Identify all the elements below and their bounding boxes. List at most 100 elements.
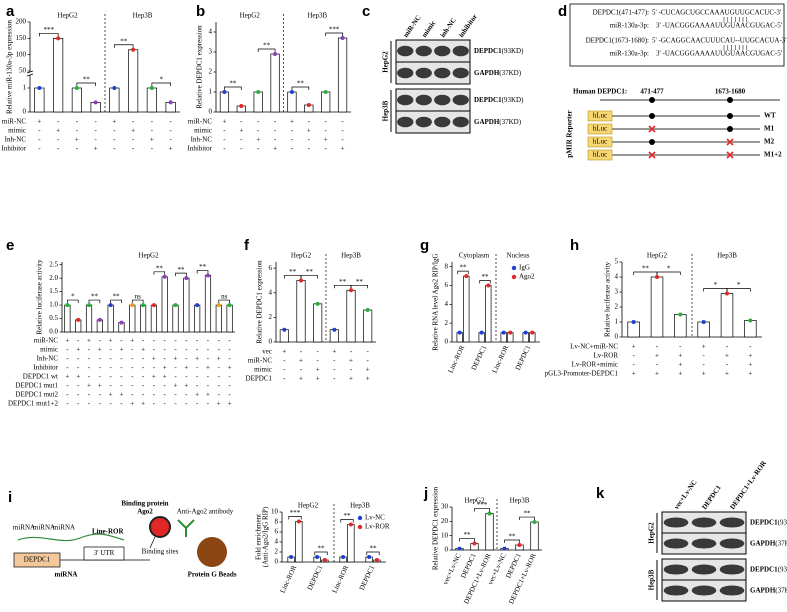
protein-name: DEPDC1 [474,96,502,104]
condition-mark: + [702,343,706,351]
condition-label: miR-NC [188,118,212,126]
legend-label: Ago2 [519,273,535,281]
legend-swatch [511,274,517,280]
significance-bracket [350,284,369,289]
ago2-label: Ago2 [137,508,153,516]
condition-mark: - [350,366,353,374]
condition-mark: - [164,337,167,345]
condition-mark: - [169,118,172,126]
significance-label: ** [91,293,99,301]
significance-bracket [300,275,319,279]
replicate-dot [87,303,92,308]
condition-mark: + [341,145,345,153]
condition-mark: - [151,145,154,153]
condition-mark: - [66,400,69,408]
condition-mark: - [113,145,116,153]
replicate-dot [74,86,79,90]
replicate-dot [273,52,278,56]
condition-mark: - [240,145,243,153]
condition-label: Lv-ROR+mimic [572,361,618,369]
protein-size: (93KD) [502,96,524,104]
protein-size: (93KD) [778,565,787,573]
condition-mark: - [88,400,91,408]
condition-mark: + [307,127,311,135]
y-tick-label: 10 [271,508,279,516]
protein-size: (93KD) [778,518,787,526]
bar [71,87,82,113]
replicate-dot [65,303,70,308]
replicate-dot [112,86,117,90]
beads-label: Protein G Beads [188,571,237,579]
condition-mark: - [228,355,231,363]
replicate-dot [340,36,345,40]
utr-label: 3' UTR [94,549,115,557]
replicate-dot [501,330,506,335]
condition-label: DEPDC1 wt [23,373,58,381]
cell-line-label: HepG2 [382,51,390,73]
bar [295,521,303,563]
bar [204,275,212,333]
significance-label: ** [289,268,297,276]
condition-mark: + [195,391,199,399]
replicate-dot [184,276,189,281]
gene-label: DEPDC1 [24,556,51,564]
condition-mark: - [88,391,91,399]
bar [64,304,71,333]
condition-mark: + [222,118,226,126]
group-label: Hep3B [307,12,327,20]
significance-bracket [726,288,751,292]
condition-mark: - [291,136,294,144]
replicate-dot [289,555,294,559]
bar [146,87,157,113]
significance-bracket [110,299,122,304]
significance-label: *** [477,501,488,509]
replicate-dot [457,546,462,551]
condition-mark: - [77,355,80,363]
condition-mark: - [109,364,112,372]
replicate-dot [168,100,173,105]
significance-bracket [224,86,242,90]
y-tick-label: 150 [16,34,27,42]
condition-mark: + [98,382,102,390]
y-tick-label: 1 [209,88,213,96]
panel-letter: g [420,237,429,254]
bar [674,314,687,338]
condition-mark: - [749,343,752,351]
condition-mark: - [300,366,303,374]
blot-band [397,94,414,106]
condition-mark: + [150,136,154,144]
significance-bracket [153,271,166,275]
replicate-dot [315,555,320,559]
blot-band [691,564,717,575]
condition-mark: - [196,337,199,345]
protein-size: (93KD) [502,47,524,55]
y-tick-label: 0.0 [49,328,58,336]
condition-mark: + [332,348,336,356]
significance-label: ** [199,263,207,271]
significance-label: ** [318,545,326,553]
condition-mark: - [274,136,277,144]
replicate-dot [655,275,659,279]
bar-chart: 0 2 4 6 8 Relative RNA level Ago2 RIP/IgG Cyto… [432,252,540,374]
condition-mark: - [120,337,123,345]
significance-label: ** [120,37,128,45]
antibody [177,519,195,537]
condition-mark: - [325,118,328,126]
condition-mark: - [38,136,41,144]
significance-label: * [737,281,741,289]
condition-mark: - [153,364,156,372]
condition-mark: - [38,145,41,153]
condition-mark: - [57,145,60,153]
condition-mark: + [349,375,353,383]
significance-bracket [474,508,490,512]
blot-band [434,45,451,57]
replicate-dot [56,36,61,41]
significance-bracket [459,538,475,542]
significance-label: ** [263,42,271,50]
bar [744,320,757,338]
site-dot [727,113,733,119]
axis-break [27,72,33,75]
replicate-dot [367,555,372,559]
replicate-dot [256,90,261,94]
y-tick-label: 1.0 [49,301,58,309]
